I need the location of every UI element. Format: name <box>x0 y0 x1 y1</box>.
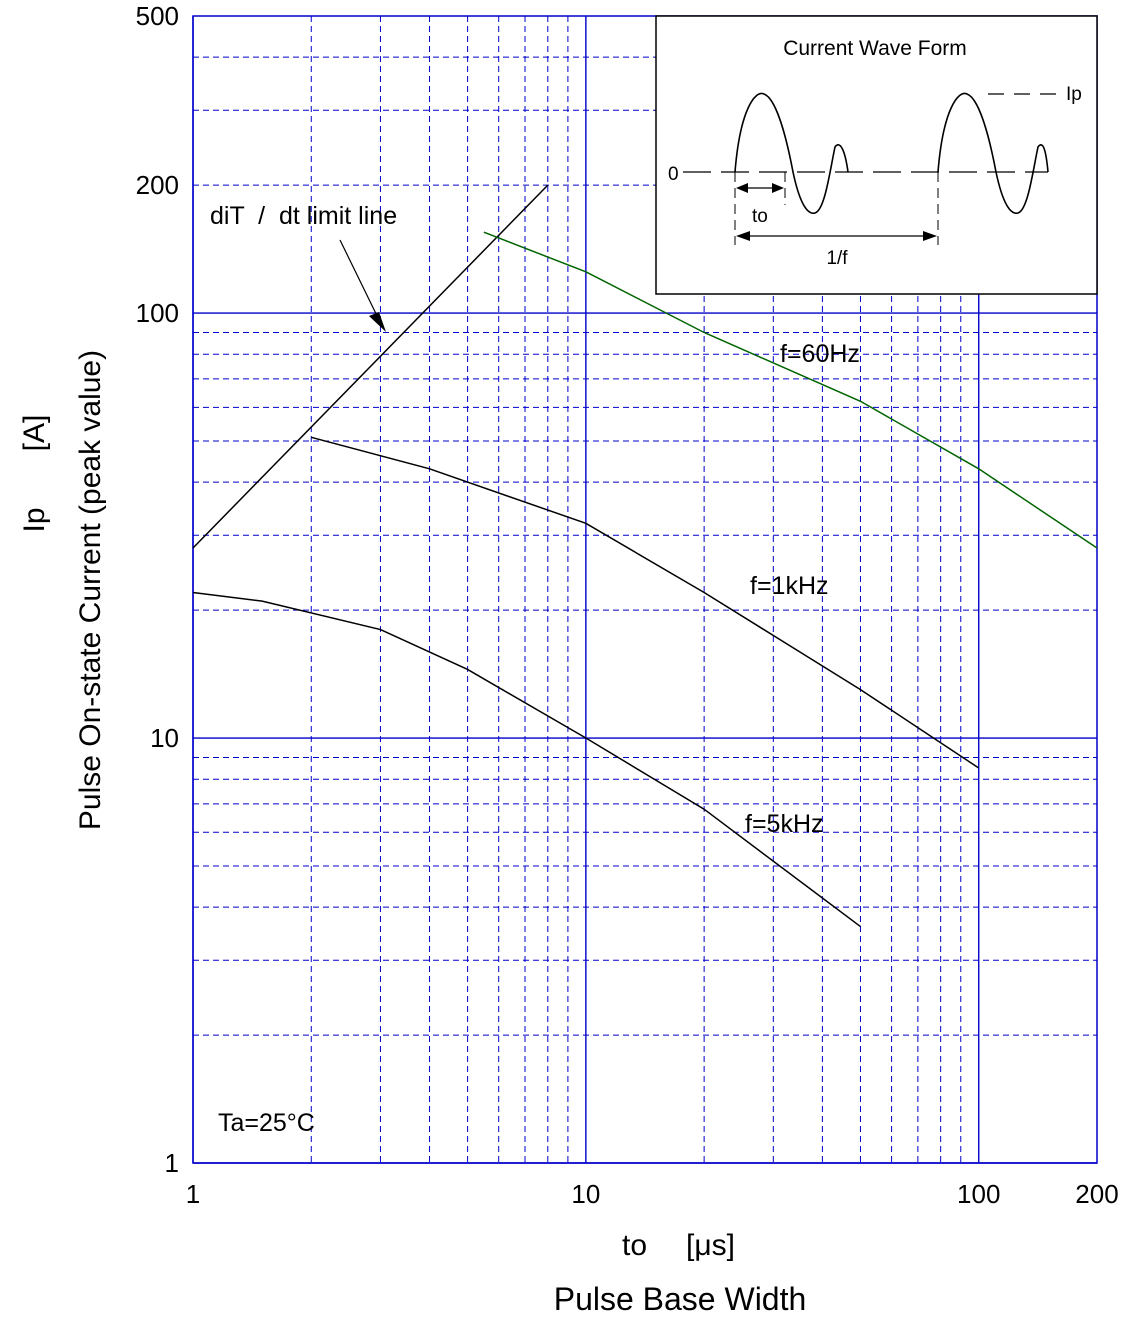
inset-period-arrow-left-head <box>736 231 750 241</box>
x-tick-label: 200 <box>1075 1179 1118 1209</box>
inset-wave-1 <box>734 92 849 214</box>
y-axis-unit: [A] <box>18 415 51 452</box>
y-tick-label: 100 <box>136 298 179 328</box>
inset-zero-label: 0 <box>668 164 679 185</box>
limit-line-arrow-shaft <box>339 239 383 327</box>
inset-period-label: 1/f <box>826 248 848 269</box>
y-axis-title: Pulse On-state Current (peak value) <box>74 350 107 830</box>
x-axis-unit: [μs] <box>686 1229 735 1262</box>
inset-peak-label: Ip <box>1066 84 1082 105</box>
y-tick-label: 500 <box>136 1 179 31</box>
x-tick-label: 1 <box>186 1179 200 1209</box>
series-label-1khz: f=1kHz <box>750 572 829 600</box>
series-line-1 <box>311 436 980 769</box>
inset-frame <box>655 15 1098 295</box>
plot-frame <box>192 15 1098 1164</box>
inset-to-arrow-right-head <box>772 183 784 193</box>
x-tick-label: 100 <box>957 1179 1000 1209</box>
inset-waveform: Current Wave Form 0 Ip to 1/f <box>655 15 1098 295</box>
series-line-limit <box>192 184 549 549</box>
x-axis-title: Pulse Base Width <box>554 1281 807 1317</box>
limit-line-label: diT / dt limit line <box>210 202 397 230</box>
inset-wave-2 <box>937 92 1049 214</box>
inset-to-label: to <box>752 206 768 227</box>
series-label-5khz: f=5kHz <box>745 810 824 838</box>
limit-line-arrow-head <box>369 312 386 332</box>
condition-label: Ta=25°C <box>218 1109 315 1137</box>
series-label-60hz: f=60Hz <box>780 340 860 368</box>
series-line-2 <box>192 591 861 928</box>
inset-period-arrow-right-head <box>923 231 937 241</box>
y-axis-symbol: Ip <box>18 507 51 532</box>
x-tick-label: 10 <box>571 1179 600 1209</box>
series-layer <box>192 184 1098 928</box>
tick-layer: 1 10 100 200 1 10 100 200 500 <box>136 1 1119 1209</box>
inset-title: Current Wave Form <box>783 37 967 60</box>
y-tick-label: 200 <box>136 170 179 200</box>
series-line-0 <box>483 231 1098 549</box>
inset-to-arrow-left-head <box>736 183 748 193</box>
x-axis-symbol: to <box>622 1229 647 1262</box>
y-tick-label: 1 <box>165 1148 179 1178</box>
y-tick-label: 10 <box>150 723 179 753</box>
